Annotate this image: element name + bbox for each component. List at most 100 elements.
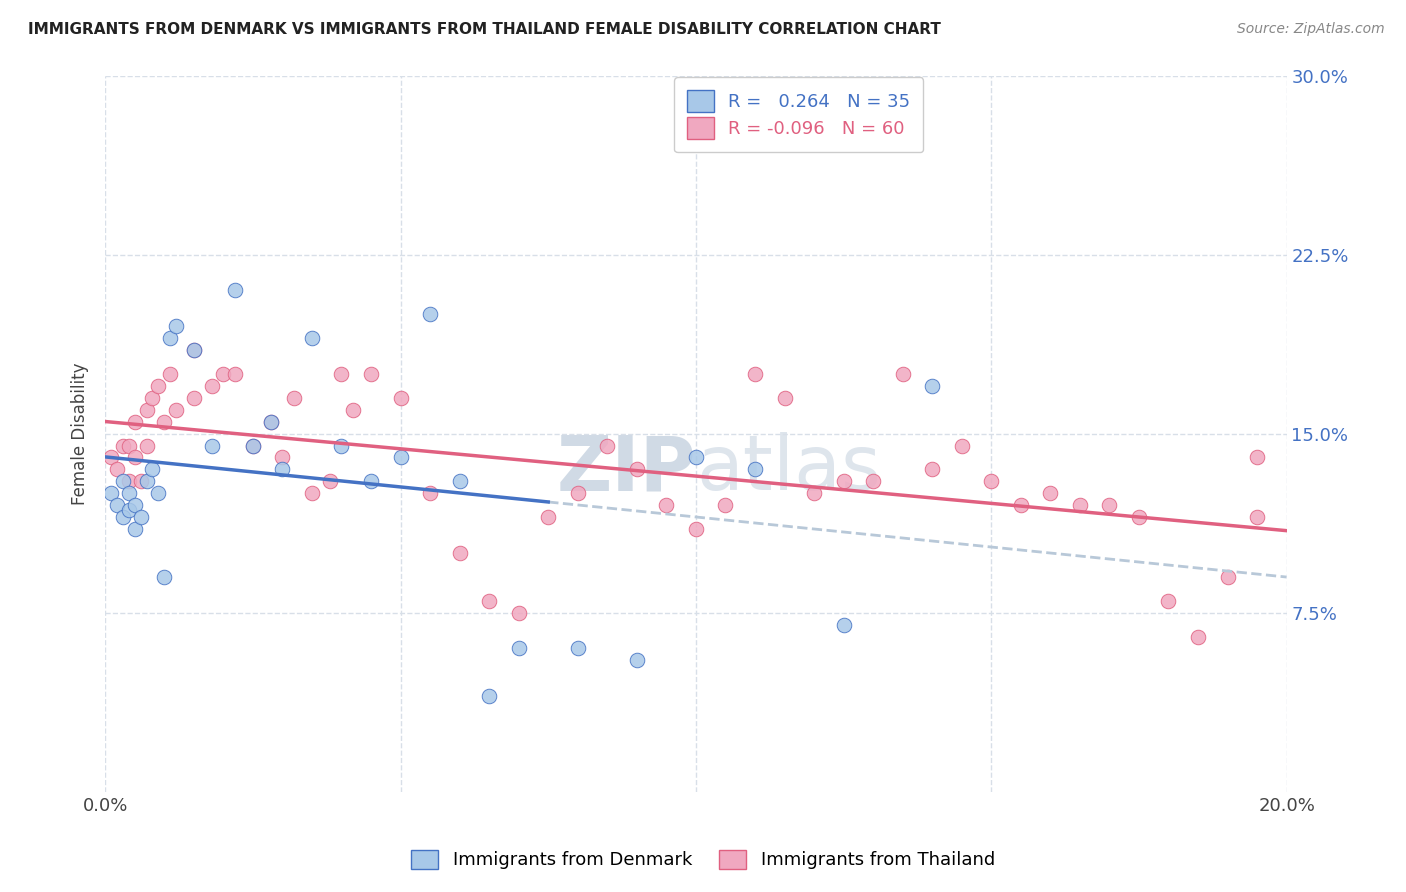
Text: ZIP: ZIP [557, 433, 696, 507]
Point [271, 450, 294, 465]
Point [118, 475, 141, 489]
Point [141, 391, 163, 405]
Point [183, 343, 205, 357]
Point [301, 486, 323, 500]
Point [655, 498, 678, 512]
Point [744, 367, 766, 381]
Point [744, 462, 766, 476]
Point [921, 379, 943, 393]
Point [1010, 498, 1032, 512]
Point [271, 462, 294, 476]
Point [124, 415, 146, 429]
Point [419, 307, 441, 321]
Point [342, 402, 364, 417]
Point [159, 331, 181, 345]
Point [1187, 630, 1209, 644]
Point [360, 475, 382, 489]
Point [111, 510, 134, 524]
Point [159, 367, 181, 381]
Point [200, 438, 222, 452]
Point [773, 391, 796, 405]
Point [449, 475, 471, 489]
Point [105, 462, 128, 476]
Point [165, 319, 187, 334]
Text: IMMIGRANTS FROM DENMARK VS IMMIGRANTS FROM THAILAND FEMALE DISABILITY CORRELATIO: IMMIGRANTS FROM DENMARK VS IMMIGRANTS FR… [28, 22, 941, 37]
Point [1157, 593, 1180, 607]
Point [508, 641, 530, 656]
Point [111, 475, 134, 489]
Text: Source: ZipAtlas.com: Source: ZipAtlas.com [1237, 22, 1385, 37]
Point [891, 367, 914, 381]
Point [685, 450, 707, 465]
Point [1069, 498, 1091, 512]
Point [259, 415, 281, 429]
Point [224, 284, 246, 298]
Point [259, 415, 281, 429]
Point [242, 438, 264, 452]
Point [478, 690, 501, 704]
Point [318, 475, 340, 489]
Point [118, 486, 141, 500]
Point [224, 367, 246, 381]
Point [135, 475, 157, 489]
Point [118, 438, 141, 452]
Point [950, 438, 973, 452]
Point [389, 391, 412, 405]
Point [153, 570, 176, 584]
Point [449, 546, 471, 560]
Point [129, 475, 152, 489]
Point [832, 617, 855, 632]
Point [567, 486, 589, 500]
Point [508, 606, 530, 620]
Point [1246, 510, 1268, 524]
Point [921, 462, 943, 476]
Point [153, 415, 176, 429]
Point [283, 391, 305, 405]
Point [148, 486, 170, 500]
Point [832, 475, 855, 489]
Text: atlas: atlas [696, 433, 880, 507]
Point [135, 402, 157, 417]
Point [626, 653, 648, 667]
Point [124, 450, 146, 465]
Point [330, 367, 353, 381]
Point [165, 402, 187, 417]
Point [1246, 450, 1268, 465]
Point [111, 438, 134, 452]
Point [183, 391, 205, 405]
Point [100, 486, 122, 500]
Point [242, 438, 264, 452]
Point [124, 522, 146, 536]
Point [105, 498, 128, 512]
Legend: R =   0.264   N = 35, R = -0.096   N = 60: R = 0.264 N = 35, R = -0.096 N = 60 [675, 78, 924, 153]
Point [100, 450, 122, 465]
Y-axis label: Female Disability: Female Disability [72, 362, 89, 505]
Point [183, 343, 205, 357]
Point [1039, 486, 1062, 500]
Point [330, 438, 353, 452]
Point [1098, 498, 1121, 512]
Point [862, 475, 884, 489]
Point [148, 379, 170, 393]
Point [301, 331, 323, 345]
Point [200, 379, 222, 393]
Point [1216, 570, 1239, 584]
Point [803, 486, 825, 500]
Point [360, 367, 382, 381]
Point [135, 438, 157, 452]
Point [1128, 510, 1150, 524]
Point [478, 593, 501, 607]
Legend: Immigrants from Denmark, Immigrants from Thailand: Immigrants from Denmark, Immigrants from… [402, 841, 1004, 879]
Point [419, 486, 441, 500]
Point [118, 503, 141, 517]
Point [141, 462, 163, 476]
Point [124, 498, 146, 512]
Point [596, 438, 619, 452]
Point [212, 367, 235, 381]
Point [685, 522, 707, 536]
Point [129, 510, 152, 524]
Point [626, 462, 648, 476]
Point [567, 641, 589, 656]
Point [537, 510, 560, 524]
Point [714, 498, 737, 512]
